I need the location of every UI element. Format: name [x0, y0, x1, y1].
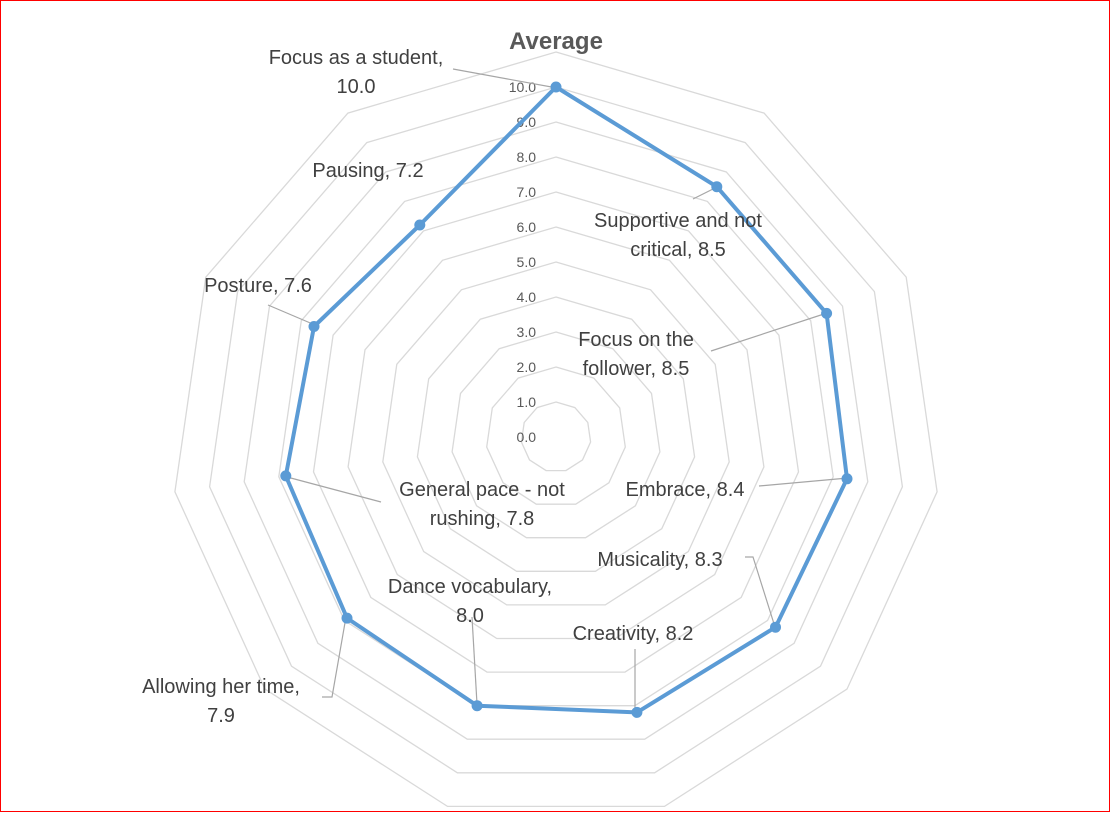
axis-tick-label: 1.0: [517, 394, 537, 410]
series-line: [283, 85, 849, 715]
leader-line-layer: [267, 68, 849, 711]
data-label: Focus as a student, 10.0: [269, 47, 444, 98]
data-point: [414, 219, 426, 231]
grid-ring: [486, 366, 626, 505]
data-label-line: follower, 8.5: [583, 358, 690, 380]
axis-tick-label: 0.0: [517, 429, 537, 445]
data-point: [770, 621, 781, 633]
axis-tick-label: 7.0: [517, 184, 537, 200]
data-label-line: Allowing her time,: [142, 676, 300, 698]
axis-tick-label: 3.0: [517, 324, 537, 340]
data-label: Dance vocabulary, 8.0: [388, 576, 552, 627]
leader-line: [710, 312, 828, 352]
data-label-line: Dance vocabulary,: [388, 576, 552, 598]
data-point: [341, 612, 353, 624]
data-point: [841, 473, 853, 485]
data-label-line: General pace - not: [399, 479, 565, 501]
data-label-line: 7.9: [207, 705, 235, 727]
leader-line: [471, 616, 478, 705]
data-label: Creativity, 8.2: [573, 623, 694, 645]
data-label-layer: Focus as a student, 10.0 Supportive and no…: [142, 47, 762, 727]
data-label-line: Focus as a student,: [269, 47, 444, 69]
data-label-line: Embrace, 8.4: [626, 479, 745, 501]
data-point: [308, 321, 320, 332]
grid-ring: [451, 331, 661, 539]
chart-title: Average: [509, 28, 603, 55]
grid-ring: [520, 401, 592, 472]
data-label: Musicality, 8.3: [597, 549, 722, 571]
grid-ring: [382, 261, 730, 606]
leader-line: [267, 304, 316, 326]
data-label: Supportive and not critical, 8.5: [594, 210, 762, 261]
leader-line: [322, 616, 347, 698]
grid-ring: [347, 226, 765, 640]
grid-layer: [174, 51, 938, 808]
data-label: Embrace, 8.4: [626, 479, 745, 501]
data-point: [711, 181, 723, 193]
leader-line: [452, 68, 558, 89]
data-label: Pausing, 7.2: [312, 160, 423, 182]
data-point: [280, 470, 292, 482]
data-point: [471, 700, 483, 712]
series-layer: [280, 81, 853, 718]
axis-tick-label: 6.0: [517, 219, 537, 235]
leader-line: [286, 476, 382, 503]
data-label-line: Musicality, 8.3: [597, 549, 722, 571]
data-point: [821, 307, 833, 319]
axis-tick-label: 8.0: [517, 149, 537, 165]
data-label: Allowing her time, 7.9: [142, 676, 300, 727]
data-label-line: Creativity, 8.2: [573, 623, 694, 645]
data-label-line: Supportive and not: [594, 210, 762, 232]
data-label-line: Focus on the: [578, 329, 694, 351]
grid-ring: [243, 121, 869, 740]
leader-line: [758, 477, 849, 487]
axis-tick-label: 5.0: [517, 254, 537, 270]
axis-tick-label: 9.0: [517, 114, 537, 130]
grid-ring: [312, 191, 800, 673]
data-point: [631, 706, 643, 718]
data-label-line: 10.0: [337, 76, 376, 98]
data-label: Posture, 7.6: [204, 275, 312, 297]
grid-ring: [416, 296, 696, 572]
leader-line: [745, 556, 776, 628]
data-label: General pace - not rushing, 7.8: [399, 479, 565, 530]
axis-tick-label: 2.0: [517, 359, 537, 375]
data-label-line: rushing, 7.8: [430, 508, 535, 530]
axis-tick-label: 4.0: [517, 289, 537, 305]
tick-label-layer: 0.01.02.03.04.05.06.07.08.09.010.0: [509, 79, 536, 445]
grid-ring: [208, 86, 904, 774]
data-label-line: Posture, 7.6: [204, 275, 312, 297]
data-label: Focus on the follower, 8.5: [578, 329, 694, 380]
grid-ring: [278, 156, 834, 707]
data-point: [550, 81, 562, 93]
data-label-line: Pausing, 7.2: [312, 160, 423, 182]
data-label-line: 8.0: [456, 605, 484, 627]
grid-ring: [174, 51, 938, 808]
data-label-line: critical, 8.5: [630, 239, 726, 261]
